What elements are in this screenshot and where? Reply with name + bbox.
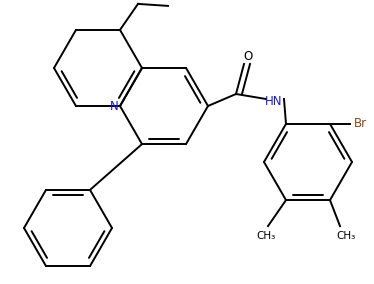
Text: O: O [243,49,252,62]
Text: HN: HN [265,95,283,108]
Text: N: N [110,99,119,112]
Text: CH₃: CH₃ [336,231,356,241]
Text: CH₃: CH₃ [256,231,276,241]
Text: Br: Br [353,117,367,130]
